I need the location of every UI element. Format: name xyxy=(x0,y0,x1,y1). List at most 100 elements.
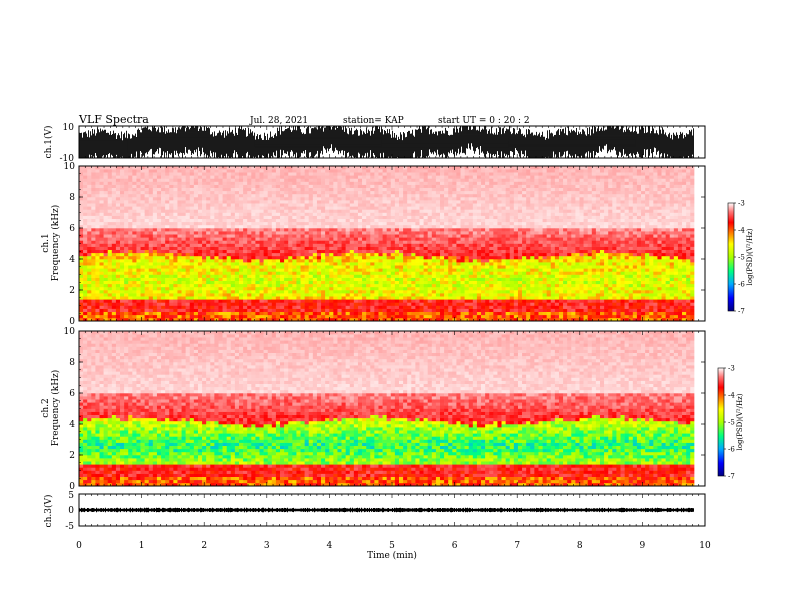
spectrogram-cell xyxy=(271,166,277,170)
spectrogram-cell xyxy=(444,181,449,185)
spectrogram-cell xyxy=(440,271,445,275)
spectrogram-cell xyxy=(156,290,162,294)
spectrogram-cell xyxy=(468,246,474,250)
spectrogram-cell xyxy=(165,240,170,244)
spectrogram-cell xyxy=(345,280,351,285)
spectrogram-cell xyxy=(103,181,109,185)
spectrogram-cell xyxy=(292,240,297,244)
spectrogram-cell xyxy=(103,299,109,303)
spectrogram-cell xyxy=(95,265,100,269)
spectrogram-cell xyxy=(300,203,305,207)
spectrogram-cell xyxy=(366,308,371,312)
spectrogram-cell xyxy=(292,305,297,309)
spectrogram-cell xyxy=(321,190,326,195)
spectrogram-cell xyxy=(255,166,260,170)
spectrogram-cell xyxy=(333,200,338,204)
spectrogram-cell xyxy=(103,212,109,216)
spectrogram-cell xyxy=(284,237,289,241)
spectrogram-cell xyxy=(83,181,88,185)
spectrogram-cell xyxy=(456,252,461,257)
spectrogram-cell xyxy=(284,262,289,266)
spectrogram-cell xyxy=(206,181,211,185)
spectrogram-cell xyxy=(210,234,215,238)
spectrogram-cell xyxy=(386,296,392,300)
spectrogram-cell xyxy=(468,314,474,319)
spectrogram-cell xyxy=(390,221,396,226)
spectrogram-cell xyxy=(362,169,367,173)
spectrogram-cell xyxy=(169,286,174,291)
spectrogram-cell xyxy=(415,206,420,210)
spectrogram-cell xyxy=(308,224,314,229)
spectrogram-cell xyxy=(460,193,465,198)
spectrogram-cell xyxy=(202,240,207,244)
spectrogram-cell xyxy=(247,311,252,316)
spectrogram-cell xyxy=(181,212,186,216)
spectrogram-cell xyxy=(206,175,211,179)
spectrogram-cell xyxy=(161,290,166,294)
spectrogram-cell xyxy=(243,265,248,269)
spectrogram-cell xyxy=(288,200,293,204)
spectrogram-cell xyxy=(440,187,445,192)
spectrogram-cell xyxy=(144,178,150,182)
spectrogram-cell xyxy=(333,215,338,219)
spectrogram-cell xyxy=(165,296,170,300)
spectrogram-cell xyxy=(362,218,367,223)
spectrogram-cell xyxy=(140,190,145,195)
spectrogram-cell xyxy=(255,268,260,272)
spectrogram-cell xyxy=(337,296,342,300)
spectrogram-cell xyxy=(464,246,470,250)
spectrogram-cell xyxy=(91,243,96,247)
spectrogram-cell xyxy=(357,203,363,207)
spectrogram-cell xyxy=(91,193,96,198)
spectrogram-cell xyxy=(259,271,264,275)
spectrogram-cell xyxy=(169,181,174,185)
spectrogram-cell xyxy=(444,212,449,216)
spectrogram-cell xyxy=(115,209,121,213)
spectrogram-cell xyxy=(427,265,433,269)
spectrogram-cell xyxy=(333,296,338,300)
spectrogram-cell xyxy=(181,240,186,244)
spectrogram-cell xyxy=(210,221,215,226)
spectrogram-cell xyxy=(111,293,117,297)
spectrogram-cell xyxy=(468,224,474,229)
spectrogram-cell xyxy=(329,218,334,223)
spectrogram-cell xyxy=(292,268,297,272)
spectrogram-cell xyxy=(95,240,100,244)
spectrogram-cell xyxy=(83,268,88,272)
spectrogram-cell xyxy=(124,169,129,173)
spectrogram-cell xyxy=(292,209,297,213)
spectrogram-cell xyxy=(390,293,396,297)
spectrogram-cell xyxy=(382,237,387,241)
spectrogram-cell xyxy=(321,209,326,213)
spectrogram-cell xyxy=(226,246,232,250)
spectrogram-cell xyxy=(255,265,260,269)
spectrogram-cell xyxy=(197,212,203,216)
spectrogram-cell xyxy=(304,224,310,229)
spectrogram-cell xyxy=(448,237,453,241)
spectrogram-cell xyxy=(267,231,273,235)
spectrogram-cell xyxy=(189,308,195,312)
spectrogram-cell xyxy=(452,190,457,195)
spectrogram-cell xyxy=(288,317,293,322)
spectrogram-cell xyxy=(255,184,260,188)
spectrogram-cell xyxy=(234,221,240,226)
spectrogram-cell xyxy=(267,314,273,319)
spectrogram-cell xyxy=(370,184,375,188)
spectrogram-cell xyxy=(173,302,178,306)
spectrogram-cell xyxy=(403,317,408,322)
spectrogram-cell xyxy=(226,252,232,257)
spectrogram-cell xyxy=(99,280,104,285)
spectrogram-cell xyxy=(423,187,428,192)
spectrogram-cell xyxy=(185,277,191,281)
spectrogram-cell xyxy=(247,169,252,173)
spectrogram-cell xyxy=(181,252,186,257)
spectrogram-cell xyxy=(464,237,470,241)
spectrogram-cell xyxy=(79,209,84,213)
spectrogram-cell xyxy=(452,255,457,260)
spectrogram-cell xyxy=(345,290,351,294)
spectrogram-cell xyxy=(222,259,227,263)
spectrogram-cell xyxy=(431,265,437,269)
spectrogram-cell xyxy=(83,237,88,241)
spectrogram-cell xyxy=(263,231,269,235)
spectrogram-cell xyxy=(214,169,219,173)
